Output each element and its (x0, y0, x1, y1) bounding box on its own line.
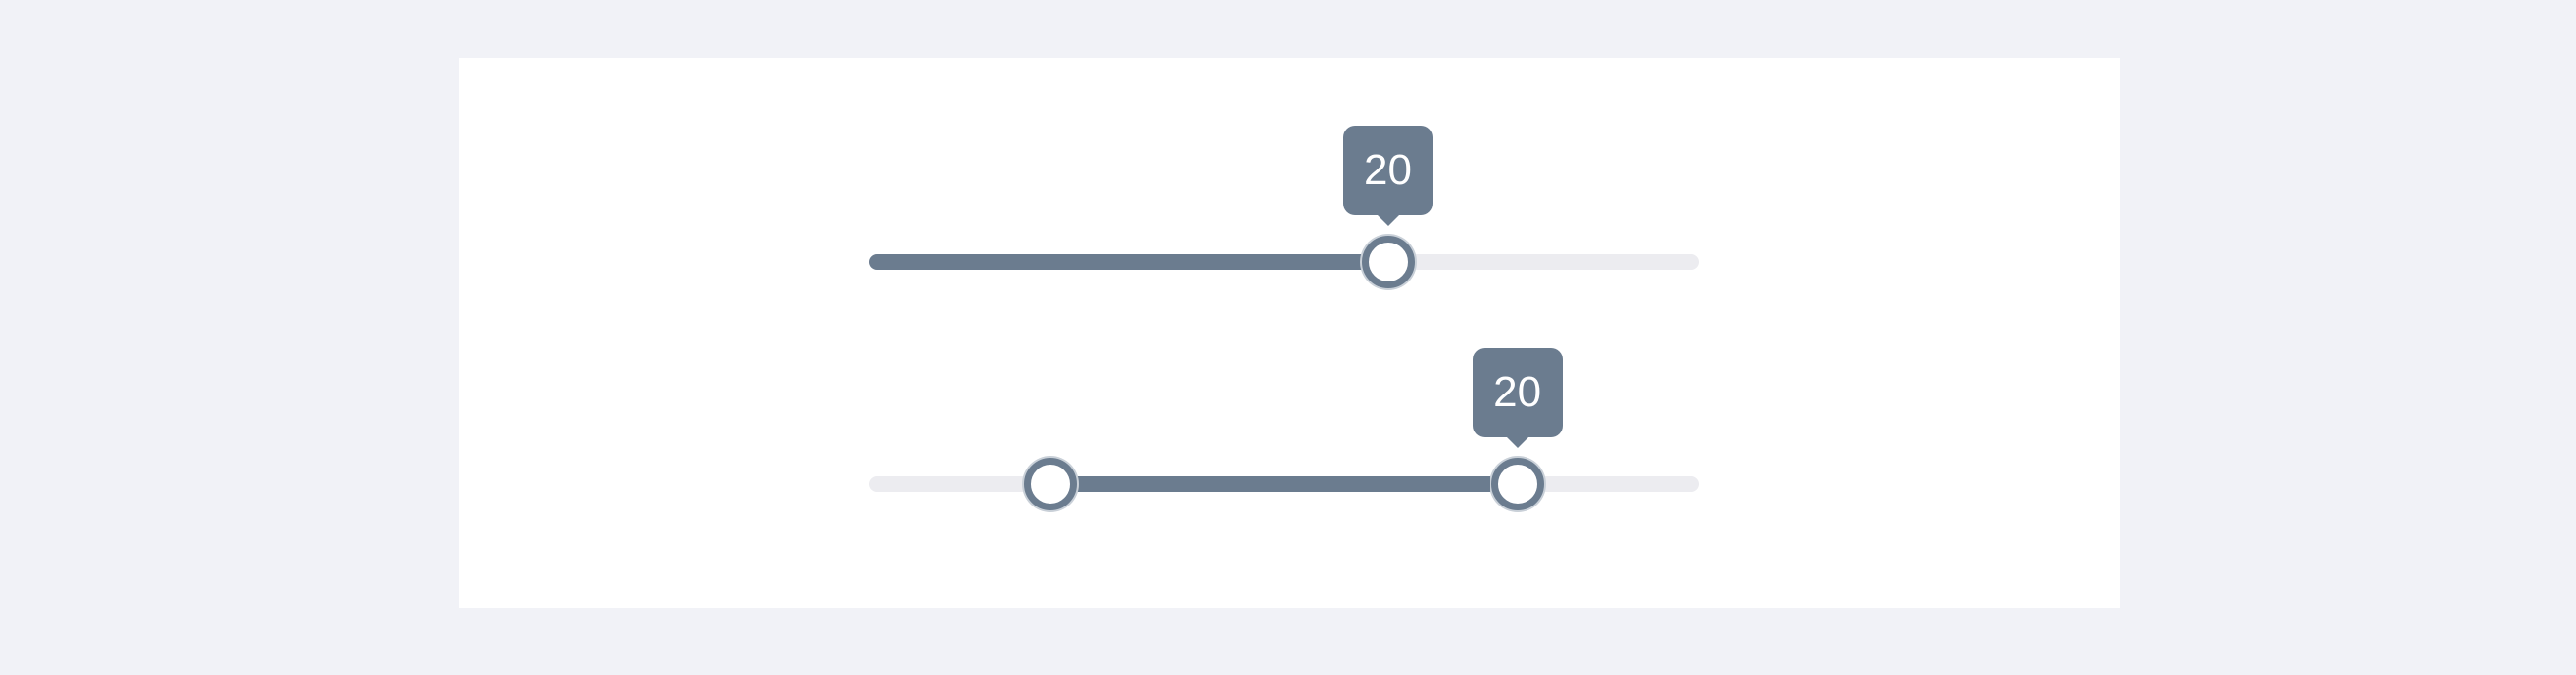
slider-card: 20 20 (459, 58, 2120, 608)
slider-thumb-low[interactable] (1024, 458, 1078, 510)
slider-thumb-high[interactable] (1490, 458, 1544, 510)
value-tooltip: 20 (1472, 348, 1563, 448)
slider-thumb[interactable] (1361, 236, 1415, 288)
single-slider[interactable]: 20 (869, 126, 1699, 288)
slider-fill (869, 254, 1388, 270)
slider-range-fill (1050, 476, 1518, 492)
value-tooltip: 20 (1343, 126, 1433, 226)
range-slider[interactable]: 20 (869, 348, 1699, 510)
